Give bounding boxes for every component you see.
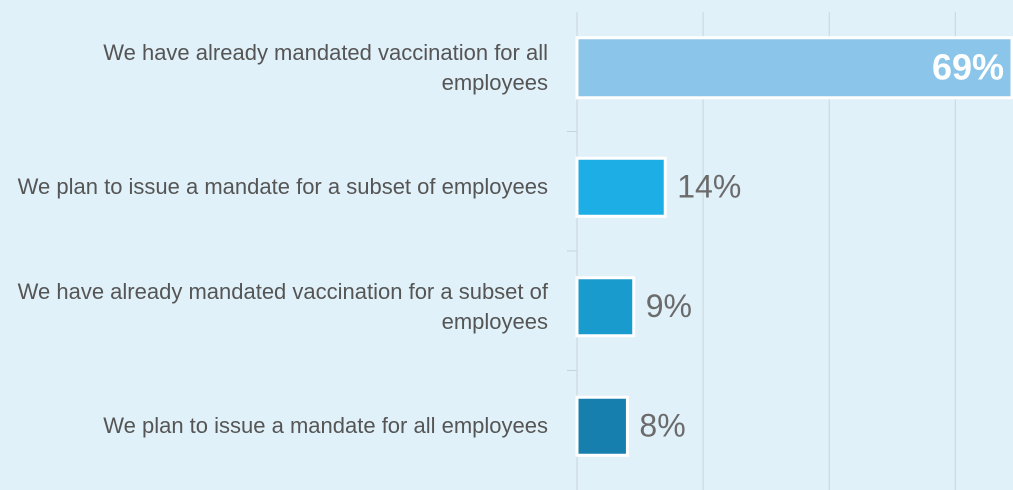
value-label: 14%: [677, 169, 741, 205]
category-text: We have already mandated vaccination for…: [17, 278, 548, 334]
bar: [575, 156, 667, 218]
value-label: 69%: [932, 46, 1004, 87]
category-text: We have already mandated vaccination for…: [103, 39, 548, 95]
category-label: We have already mandated vaccination for…: [0, 38, 548, 98]
value-label: 9%: [646, 288, 692, 324]
category-label: We plan to issue a mandate for a subset …: [0, 172, 548, 202]
value-label: 8%: [639, 408, 685, 444]
category-label: We have already mandated vaccination for…: [0, 277, 548, 337]
category-label: We plan to issue a mandate for all emplo…: [0, 411, 548, 441]
bar: [575, 395, 629, 457]
category-text: We plan to issue a mandate for all emplo…: [103, 413, 548, 439]
category-text: We plan to issue a mandate for a subset …: [17, 174, 548, 200]
bar: [575, 276, 636, 338]
bar: [575, 36, 1013, 100]
